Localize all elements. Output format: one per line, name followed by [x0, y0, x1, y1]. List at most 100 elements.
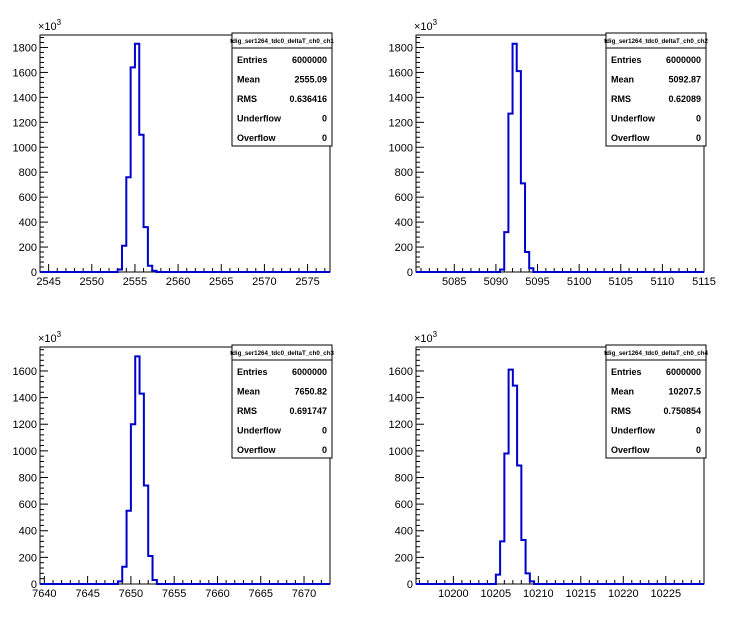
stats-label: Mean: [611, 387, 634, 397]
stats-label: Overflow: [237, 133, 277, 143]
stats-value: 6000000: [292, 55, 327, 65]
y-tick-label: 1600: [13, 67, 37, 79]
stats-label: Mean: [237, 387, 260, 397]
stats-value: 0: [322, 445, 327, 455]
stats-label: Underflow: [237, 426, 282, 436]
y-tick-label: 1000: [13, 142, 37, 154]
y-tick-label: 1600: [389, 366, 413, 378]
stats-value: 0: [696, 114, 701, 124]
x-tick-label: 5095: [525, 276, 549, 288]
stats-label: RMS: [237, 406, 257, 416]
y-tick-label: 400: [19, 526, 37, 538]
y-tick-label: 200: [395, 242, 413, 254]
stats-value: 0: [696, 426, 701, 436]
stats-value: 5092.87: [668, 75, 701, 85]
y-tick-label: 1400: [13, 393, 37, 405]
y-tick-label: 1400: [13, 92, 37, 104]
x-tick-label: 7660: [205, 588, 229, 600]
stats-label: RMS: [237, 94, 257, 104]
stats-value: 0: [322, 426, 327, 436]
x-tick-label: 10200: [438, 588, 469, 600]
y-tick-label: 0: [407, 267, 413, 279]
x-tick-label: 5115: [692, 276, 716, 288]
y-tick-label: 1400: [389, 92, 413, 104]
stats-title: tdig_ser1264_tdc0_deltaT_ch0_ch3: [230, 350, 334, 357]
stats-value: 0.636416: [289, 94, 327, 104]
y-tick-label: 0: [31, 267, 37, 279]
stats-title: tdig_ser1264_tdc0_deltaT_ch0_ch1: [230, 38, 334, 45]
y-multiplier-label: ×103: [38, 330, 62, 345]
y-tick-label: 1200: [13, 419, 37, 431]
x-tick-label: 7645: [75, 588, 99, 600]
y-tick-label: 800: [395, 472, 413, 484]
stats-value: 10207.5: [668, 387, 701, 397]
y-tick-label: 1600: [389, 67, 413, 79]
x-tick-label: 2570: [252, 276, 276, 288]
y-tick-label: 800: [19, 472, 37, 484]
stats-value: 6000000: [666, 55, 701, 65]
y-tick-label: 1600: [13, 366, 37, 378]
y-tick-label: 600: [19, 499, 37, 511]
x-tick-label: 5110: [651, 276, 675, 288]
y-tick-label: 1800: [13, 42, 37, 54]
histogram-panel-4: 0 200 400 600 800 1000 1200 1400 1600 10200 10205 1…: [389, 330, 709, 600]
stats-label: Overflow: [611, 445, 651, 455]
y-tick-label: 1000: [13, 446, 37, 458]
y-tick-label: 400: [395, 217, 413, 229]
y-tick-label: 600: [395, 499, 413, 511]
x-tick-label: 2545: [36, 276, 60, 288]
y-tick-label: 1000: [389, 446, 413, 458]
histogram-panel-1: 0 200 400 600 800 1000 1200 1400 1600 1800 2545 255…: [13, 18, 335, 288]
stats-value: 0: [322, 133, 327, 143]
y-tick-label: 800: [19, 167, 37, 179]
y-tick-label: 200: [19, 242, 37, 254]
stats-label: Overflow: [237, 445, 277, 455]
y-tick-label: 600: [395, 192, 413, 204]
x-tick-label: 7655: [162, 588, 186, 600]
y-tick-label: 1000: [389, 142, 413, 154]
histogram-outline: [40, 42, 330, 273]
stats-label: Mean: [237, 75, 260, 85]
stats-title: tdig_ser1264_tdc0_deltaT_ch0_ch4: [604, 350, 708, 357]
x-tick-label: 10210: [523, 588, 554, 600]
stats-label: Entries: [237, 367, 268, 377]
stats-value: 6000000: [292, 367, 327, 377]
y-tick-label: 400: [395, 526, 413, 538]
stats-value: 7650.82: [294, 387, 327, 397]
histogram-outline: [40, 355, 330, 585]
stats-box: [605, 32, 707, 147]
stats-label: Entries: [611, 367, 642, 377]
x-tick-label: 2550: [80, 276, 104, 288]
x-tick-label: 2555: [123, 276, 147, 288]
y-tick-label: 1200: [389, 117, 413, 129]
stats-label: Underflow: [611, 426, 656, 436]
stats-box: [231, 32, 333, 147]
histogram-outline: [416, 42, 704, 273]
y-tick-label: 200: [395, 552, 413, 564]
histogram-panel-3: 0 200 400 600 800 1000 1200 1400 1600 7640 7645 765…: [13, 330, 335, 600]
stats-box: [605, 344, 707, 459]
y-tick-label: 1400: [389, 393, 413, 405]
histogram-outline: [416, 368, 704, 585]
y-tick-label: 0: [31, 579, 37, 591]
x-tick-label: 2565: [209, 276, 233, 288]
x-tick-label: 10225: [650, 588, 681, 600]
y-multiplier-label: ×103: [38, 18, 62, 33]
y-tick-label: 1200: [13, 117, 37, 129]
y-tick-label: 200: [19, 552, 37, 564]
stats-value: 0: [696, 133, 701, 143]
x-tick-label: 7650: [119, 588, 143, 600]
stats-label: Underflow: [611, 114, 656, 124]
x-tick-label: 5085: [442, 276, 466, 288]
y-tick-label: 0: [407, 579, 413, 591]
x-tick-label: 7665: [249, 588, 273, 600]
x-tick-label: 5105: [609, 276, 633, 288]
stats-label: Mean: [611, 75, 634, 85]
stats-label: Entries: [237, 55, 268, 65]
stats-label: Entries: [611, 55, 642, 65]
x-tick-label: 7640: [32, 588, 56, 600]
stats-value: 0.750854: [663, 406, 701, 416]
x-tick-label: 2560: [166, 276, 190, 288]
y-tick-label: 600: [19, 192, 37, 204]
